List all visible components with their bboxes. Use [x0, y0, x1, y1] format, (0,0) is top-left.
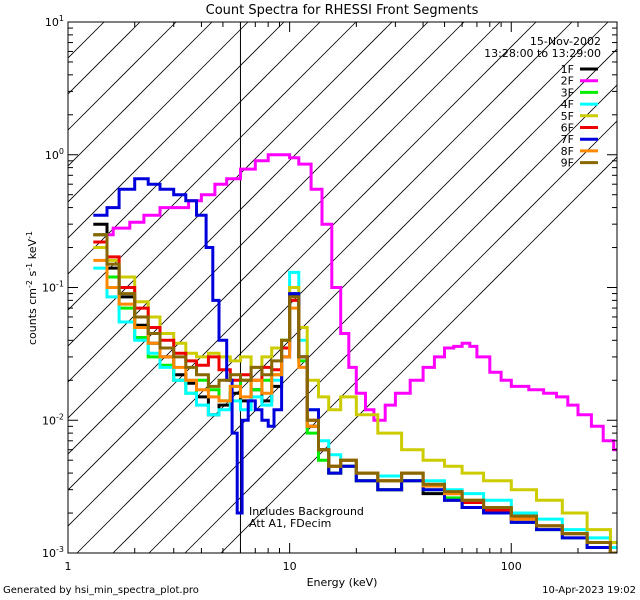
hatch-line — [112, 48, 617, 553]
hatch-line — [68, 22, 465, 419]
header-time-range: 13:28:00 to 13:29:00 — [484, 47, 601, 60]
series-line-5f — [93, 246, 617, 544]
y-axis-label: counts cm-2 s-1 keV-1 — [25, 231, 39, 345]
legend-label-7f: 7F — [561, 133, 574, 146]
hatch-line — [68, 22, 177, 131]
footer-timestamp: 10-Apr-2023 19:02 — [542, 585, 636, 596]
legend-label-8f: 8F — [561, 145, 574, 158]
legend-label-4f: 4F — [561, 98, 574, 111]
y-tick-label: 10-2 — [42, 412, 64, 427]
series-line-7f — [93, 177, 617, 553]
axis-ticks — [67, 22, 618, 554]
series-line-9f — [93, 233, 617, 553]
y-tick-label: 101 — [45, 14, 64, 29]
y-tick-label: 10-3 — [42, 545, 64, 560]
x-tick-labels: 1 10 100 — [65, 560, 522, 573]
hatch-line — [68, 22, 537, 491]
x-tick-label: 100 — [501, 560, 522, 573]
hatch-line — [68, 22, 429, 383]
hatch-line — [68, 22, 249, 203]
hatch-line — [220, 156, 617, 553]
header-date: 15-Nov-2002 — [530, 35, 601, 48]
hatch-line — [68, 22, 213, 167]
legend-label-3f: 3F — [561, 86, 574, 99]
legend-label-5f: 5F — [561, 110, 574, 123]
footer-generator: Generated by hsi_min_spectra_plot.pro — [3, 585, 199, 596]
hatch-line — [68, 22, 501, 455]
x-axis-label: Energy (keV) — [307, 576, 378, 589]
hatch-line — [68, 22, 357, 311]
x-tick-label: 1 — [65, 560, 72, 573]
y-tick-label: 100 — [45, 147, 64, 162]
chart-title: Count Spectra for RHESSI Front Segments — [206, 3, 479, 18]
y-tick-labels: 10-3 10-2 10-1 100 101 — [42, 14, 64, 560]
y-tick-label: 10-1 — [42, 280, 64, 295]
legend-label-2f: 2F — [561, 75, 574, 88]
annotation-attenuator: Att A1, FDecim — [249, 517, 331, 530]
x-tick-label: 10 — [283, 560, 297, 573]
hatch-line — [68, 22, 285, 239]
series-lines — [93, 153, 617, 553]
hatch-line — [68, 22, 321, 275]
hatch-line — [184, 120, 617, 553]
legend-label-1f: 1F — [561, 63, 574, 76]
annotation-background: Includes Background — [249, 505, 364, 518]
series-line-4f — [93, 266, 617, 549]
legend-label-9f: 9F — [561, 157, 574, 170]
hatch-line — [68, 22, 573, 527]
legend-label-6f: 6F — [561, 122, 574, 135]
hatch-line — [76, 22, 609, 553]
